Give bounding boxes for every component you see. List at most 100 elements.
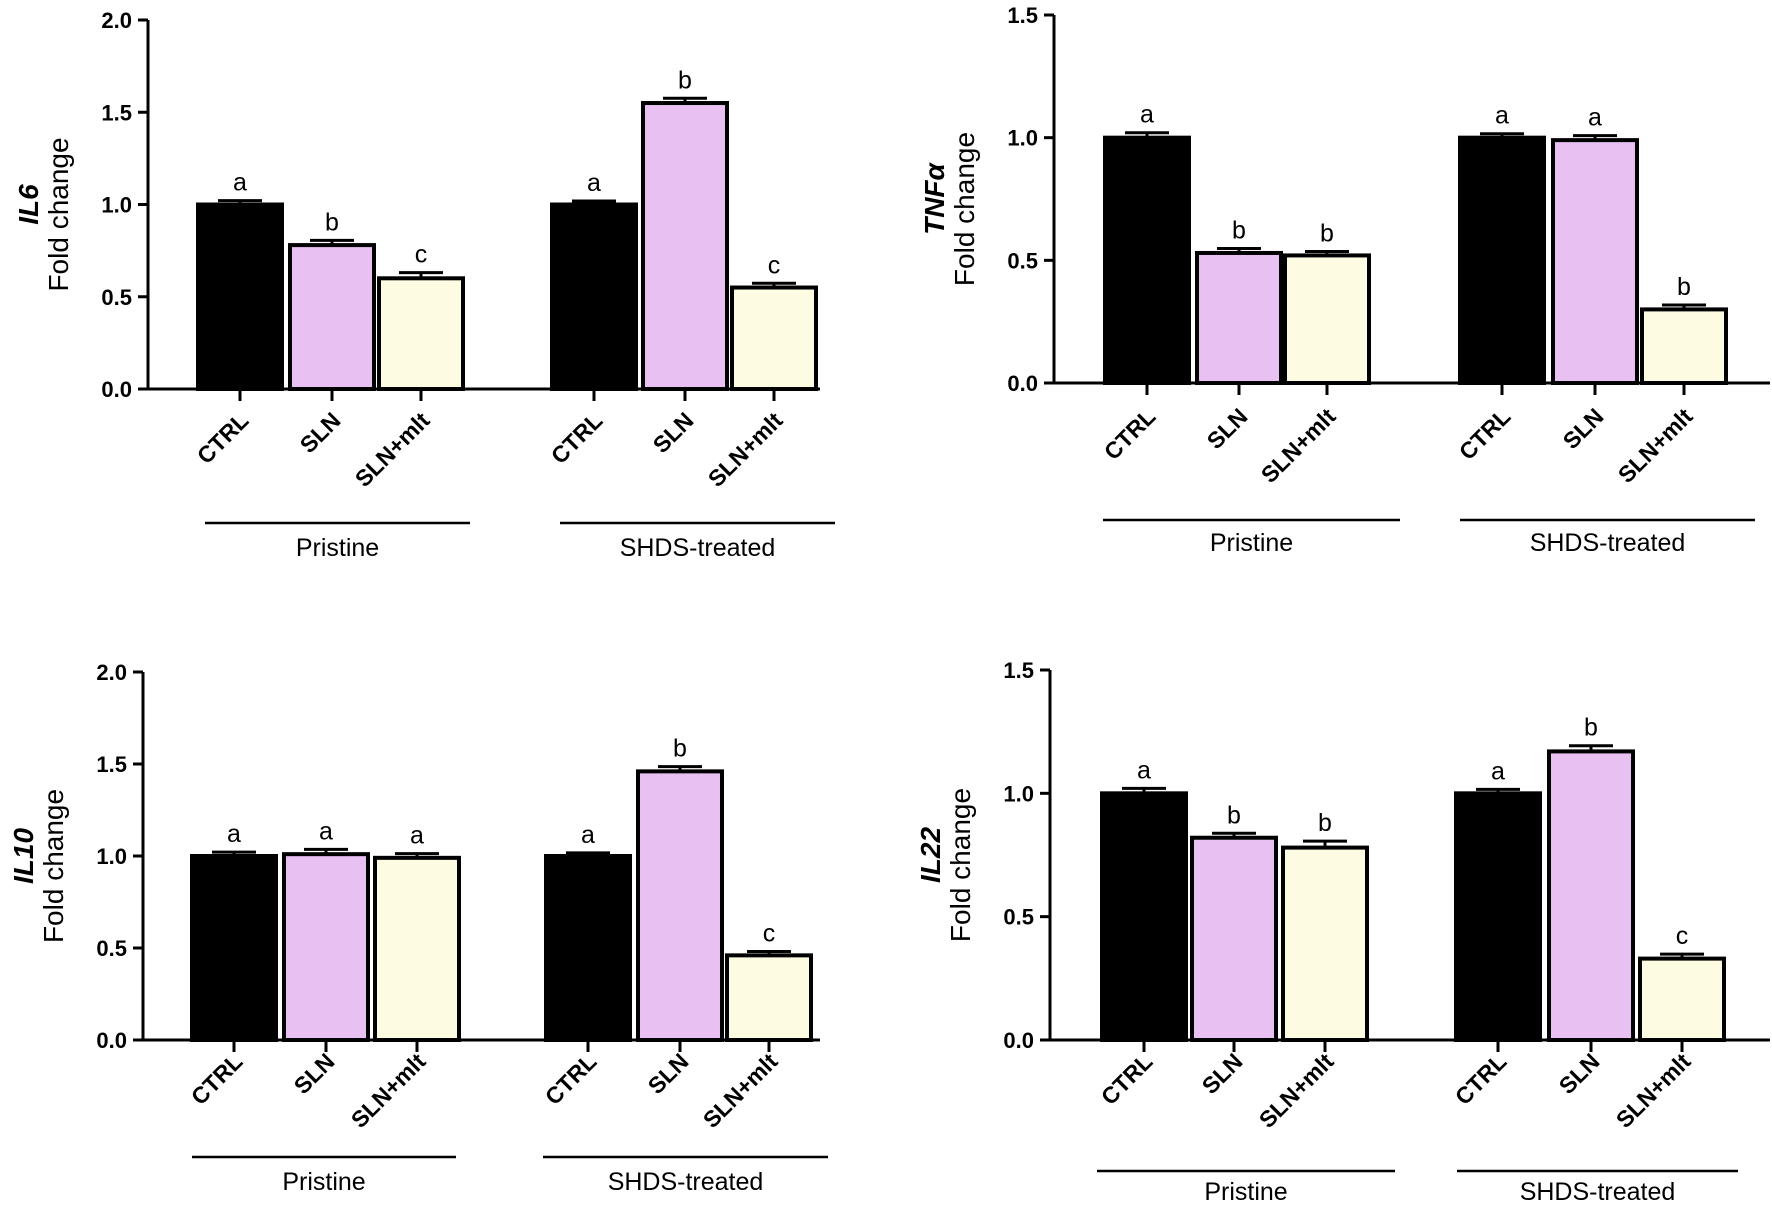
y-tick-label: 0.5 xyxy=(101,285,132,310)
y-axis-gene-label: IL6 xyxy=(13,184,44,225)
category-label: SLN+mlt xyxy=(1613,403,1698,488)
category-label: SLN xyxy=(1554,1048,1605,1099)
bar-sln-shds-treated xyxy=(1551,138,1639,385)
category-label: SLN xyxy=(1197,1048,1248,1099)
significance-letter: b xyxy=(678,66,692,94)
y-tick-label: 1.5 xyxy=(101,100,132,125)
bar-sln-mlt-pristine xyxy=(373,855,461,1043)
significance-letter: a xyxy=(1491,757,1505,785)
significance-letter: c xyxy=(768,251,781,279)
significance-letter: c xyxy=(763,920,776,948)
y-tick-label: 1.0 xyxy=(1003,781,1034,806)
group-label: Pristine xyxy=(296,534,379,562)
bar-sln-pristine xyxy=(288,243,376,391)
group-label: SHDS-treated xyxy=(608,1168,764,1196)
y-axis-gene-label: IL22 xyxy=(915,827,946,883)
category-label: SLN xyxy=(295,407,346,458)
bar-ctrl-shds-treated xyxy=(1458,135,1546,385)
category-label: CTRL xyxy=(192,407,254,469)
category-label: CTRL xyxy=(540,1048,602,1110)
category-label: CTRL xyxy=(186,1048,248,1110)
significance-letter: a xyxy=(233,169,247,197)
y-tick-label: 1.5 xyxy=(1003,658,1034,683)
bar-sln-shds-treated xyxy=(1547,749,1635,1043)
significance-letter: a xyxy=(227,820,241,848)
y-tick-label: 1.5 xyxy=(96,752,127,777)
y-tick-label: 1.0 xyxy=(96,844,127,869)
category-label: CTRL xyxy=(1099,403,1161,465)
bar-sln-mlt-pristine xyxy=(1281,845,1369,1042)
category-label: SLN xyxy=(1558,403,1609,454)
significance-letter: b xyxy=(325,208,339,236)
bar-ctrl-pristine xyxy=(196,202,284,391)
panel-il10: 0.0 0.5 1.0 1.5 2.0 IL10 Fold change a CTRL a SLN a… xyxy=(8,660,828,1196)
bar-sln-shds-treated xyxy=(641,101,729,392)
panel-il22: 0.0 0.5 1.0 1.5 IL22 Fold change a CTRL b SLN b SLN… xyxy=(915,658,1770,1206)
significance-letter: b xyxy=(1677,273,1691,301)
y-tick-label: 1.5 xyxy=(1007,3,1038,28)
bar-sln-mlt-pristine xyxy=(377,276,465,391)
panel-il6: 0.0 0.5 1.0 1.5 2.0 IL6 Fold change a CTRL b SLN c S… xyxy=(13,8,835,562)
group-label: Pristine xyxy=(282,1168,365,1196)
y-axis-label: Fold change xyxy=(945,788,976,942)
y-axis-label: Fold change xyxy=(949,132,980,286)
significance-letter: a xyxy=(410,822,424,850)
bar-sln-mlt-pristine xyxy=(1283,253,1371,385)
significance-letter: b xyxy=(1318,809,1332,837)
category-label: CTRL xyxy=(1450,1048,1512,1110)
category-label: SLN xyxy=(643,1048,694,1099)
group-label: SHDS-treated xyxy=(1530,529,1686,557)
significance-letter: a xyxy=(1588,104,1602,132)
bar-ctrl-shds-treated xyxy=(1454,791,1542,1042)
category-label: SLN+mlt xyxy=(703,407,788,492)
significance-letter: b xyxy=(1320,219,1334,247)
y-axis-label: Fold change xyxy=(38,789,69,943)
category-label: SLN+mlt xyxy=(698,1048,783,1133)
significance-letter: a xyxy=(581,821,595,849)
bar-sln-mlt-shds-treated xyxy=(1638,956,1726,1042)
category-label: CTRL xyxy=(1454,403,1516,465)
significance-letter: c xyxy=(1676,922,1689,950)
y-tick-label: 0.0 xyxy=(1003,1028,1034,1053)
y-tick-label: 0.5 xyxy=(1003,905,1034,930)
bar-sln-shds-treated xyxy=(636,769,724,1042)
category-label: SLN xyxy=(648,407,699,458)
y-tick-label: 1.0 xyxy=(1007,126,1038,151)
significance-letter: a xyxy=(587,169,601,197)
significance-letter: a xyxy=(319,817,333,845)
bar-sln-mlt-shds-treated xyxy=(730,285,818,391)
category-label: SLN+mlt xyxy=(1256,403,1341,488)
bar-ctrl-pristine xyxy=(1103,135,1191,385)
y-tick-label: 2.0 xyxy=(96,660,127,685)
significance-letter: a xyxy=(1140,101,1154,129)
bar-ctrl-pristine xyxy=(190,854,278,1042)
y-tick-label: 1.0 xyxy=(101,193,132,218)
bar-ctrl-pristine xyxy=(1100,791,1188,1042)
significance-letter: c xyxy=(415,241,428,269)
group-label: SHDS-treated xyxy=(620,534,776,562)
y-axis-gene-label: IL10 xyxy=(8,828,39,884)
bar-sln-mlt-shds-treated xyxy=(1640,307,1728,385)
category-label: SLN+mlt xyxy=(1611,1048,1696,1133)
y-tick-label: 0.5 xyxy=(96,936,127,961)
bar-ctrl-shds-treated xyxy=(544,854,632,1042)
y-axis-gene-label: TNFα xyxy=(919,161,950,234)
category-label: SLN xyxy=(1202,403,1253,454)
y-tick-label: 2.0 xyxy=(101,8,132,33)
group-label: Pristine xyxy=(1204,1178,1287,1206)
bar-sln-mlt-shds-treated xyxy=(725,953,813,1042)
bar-sln-pristine xyxy=(1190,835,1278,1042)
category-label: CTRL xyxy=(546,407,608,469)
significance-letter: b xyxy=(1227,801,1241,829)
significance-letter: b xyxy=(1584,714,1598,742)
category-label: SLN xyxy=(289,1048,340,1099)
group-label: SHDS-treated xyxy=(1520,1178,1676,1206)
panel-tnfa: 0.0 0.5 1.0 1.5 TNFα Fold change a CTRL b SLN b SLN… xyxy=(919,3,1770,557)
y-tick-label: 0.5 xyxy=(1007,248,1038,273)
category-label: SLN+mlt xyxy=(1254,1048,1339,1133)
category-label: SLN+mlt xyxy=(350,407,435,492)
y-tick-label: 0.0 xyxy=(101,377,132,402)
y-tick-label: 0.0 xyxy=(96,1028,127,1053)
significance-letter: a xyxy=(1495,102,1509,130)
